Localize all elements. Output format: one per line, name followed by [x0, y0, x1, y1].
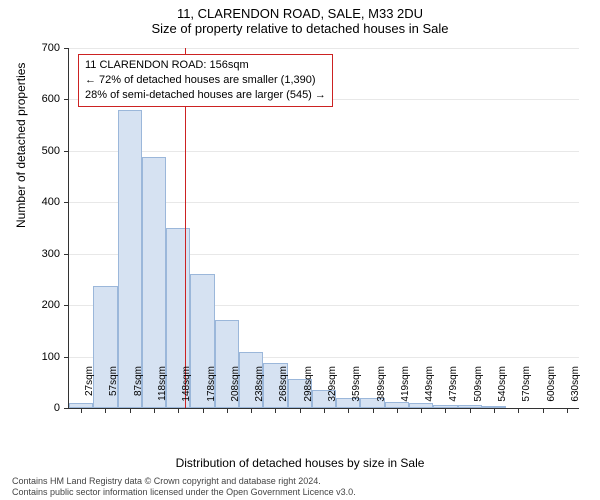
ytick-label: 500: [20, 145, 60, 157]
footer-line-2: Contains public sector information licen…: [12, 487, 356, 498]
xtick-mark: [518, 408, 519, 413]
x-axis-label: Distribution of detached houses by size …: [0, 456, 600, 470]
callout-line: ← 72% of detached houses are smaller (1,…: [85, 73, 326, 88]
xtick-label: 238sqm: [254, 366, 265, 414]
chart-subtitle: Size of property relative to detached ho…: [0, 21, 600, 40]
xtick-label: 570sqm: [521, 366, 532, 414]
ytick-mark: [64, 305, 69, 306]
xtick-label: 359sqm: [351, 366, 362, 414]
histogram-bar: [118, 110, 142, 408]
ytick-label: 300: [20, 248, 60, 260]
ytick-label: 200: [20, 299, 60, 311]
xtick-label: 449sqm: [424, 366, 435, 414]
xtick-label: 600sqm: [546, 366, 557, 414]
xtick-label: 87sqm: [133, 366, 144, 414]
footer-attribution: Contains HM Land Registry data © Crown c…: [12, 476, 356, 499]
ytick-label: 700: [20, 42, 60, 54]
chart-title: 11, CLARENDON ROAD, SALE, M33 2DU: [0, 0, 600, 21]
callout-line: 28% of semi-detached houses are larger (…: [85, 88, 326, 103]
gridline-h: [69, 48, 579, 49]
ytick-mark: [64, 357, 69, 358]
xtick-mark: [203, 408, 204, 413]
xtick-mark: [275, 408, 276, 413]
xtick-mark: [470, 408, 471, 413]
xtick-label: 509sqm: [473, 366, 484, 414]
xtick-label: 118sqm: [157, 366, 168, 414]
xtick-mark: [251, 408, 252, 413]
ytick-label: 400: [20, 196, 60, 208]
xtick-mark: [494, 408, 495, 413]
xtick-mark: [300, 408, 301, 413]
xtick-mark: [105, 408, 106, 413]
xtick-label: 208sqm: [230, 366, 241, 414]
xtick-mark: [567, 408, 568, 413]
xtick-label: 540sqm: [497, 366, 508, 414]
ytick-mark: [64, 151, 69, 152]
ytick-mark: [64, 254, 69, 255]
xtick-mark: [81, 408, 82, 413]
ytick-mark: [64, 202, 69, 203]
xtick-mark: [373, 408, 374, 413]
ytick-mark: [64, 48, 69, 49]
xtick-mark: [130, 408, 131, 413]
xtick-label: 630sqm: [570, 366, 581, 414]
ytick-label: 600: [20, 93, 60, 105]
xtick-mark: [324, 408, 325, 413]
xtick-label: 57sqm: [108, 366, 119, 414]
callout-line: 11 CLARENDON ROAD: 156sqm: [85, 58, 326, 73]
xtick-label: 27sqm: [84, 366, 95, 414]
callout-box: 11 CLARENDON ROAD: 156sqm← 72% of detach…: [78, 54, 333, 107]
xtick-label: 389sqm: [376, 366, 387, 414]
xtick-mark: [421, 408, 422, 413]
xtick-label: 148sqm: [181, 366, 192, 414]
xtick-mark: [348, 408, 349, 413]
xtick-label: 268sqm: [278, 366, 289, 414]
xtick-label: 479sqm: [448, 366, 459, 414]
xtick-mark: [178, 408, 179, 413]
gridline-h: [69, 151, 579, 152]
xtick-mark: [154, 408, 155, 413]
xtick-label: 329sqm: [327, 366, 338, 414]
ytick-mark: [64, 408, 69, 409]
xtick-mark: [543, 408, 544, 413]
footer-line-1: Contains HM Land Registry data © Crown c…: [12, 476, 356, 487]
xtick-label: 419sqm: [400, 366, 411, 414]
xtick-mark: [227, 408, 228, 413]
xtick-mark: [397, 408, 398, 413]
xtick-label: 178sqm: [206, 366, 217, 414]
ytick-label: 100: [20, 351, 60, 363]
xtick-label: 298sqm: [303, 366, 314, 414]
ytick-mark: [64, 99, 69, 100]
ytick-label: 0: [20, 402, 60, 414]
xtick-mark: [445, 408, 446, 413]
